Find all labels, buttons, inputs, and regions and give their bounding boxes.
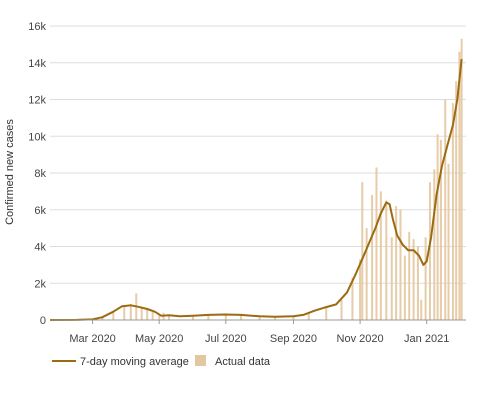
actual-data-bar [158, 315, 161, 320]
x-tick-label: May 2020 [135, 333, 183, 345]
y-tick-label: 12k [28, 95, 46, 107]
actual-data-bar [395, 206, 398, 320]
actual-data-bar [292, 315, 295, 320]
actual-data-bar [365, 228, 368, 320]
actual-data-bar [460, 38, 463, 321]
actual-data-bar [129, 304, 132, 320]
actual-data-bar [416, 246, 419, 320]
actual-data-bar [444, 99, 447, 320]
bar-layer [101, 38, 463, 321]
actual-data-bar [168, 315, 171, 320]
y-tick-label: 4k [34, 242, 46, 254]
actual-data-bar [112, 310, 115, 320]
actual-data-bar [146, 309, 149, 320]
y-tick-label: 6k [34, 205, 46, 217]
x-tick-label: Sep 2020 [270, 333, 317, 345]
actual-data-bar [224, 314, 227, 320]
actual-data-bar [359, 259, 362, 320]
actual-data-bar [351, 277, 354, 320]
y-axis-title: Confirmed new cases [4, 119, 16, 225]
actual-data-bar [151, 311, 154, 320]
y-tick-label: 14k [28, 58, 46, 70]
y-tick-label: 2k [34, 278, 46, 290]
actual-data-bar [412, 239, 415, 320]
actual-data-bar [458, 51, 461, 320]
legend-bar-label: Actual data [215, 356, 271, 368]
actual-data-bar [424, 237, 427, 320]
actual-data-bar [361, 182, 364, 320]
moving-average-line [49, 58, 463, 321]
legend: 7-day moving average Actual data [52, 355, 271, 368]
line-layer [49, 58, 463, 321]
x-tick-label: Jan 2021 [404, 333, 449, 345]
y-tick-label: 10k [28, 131, 46, 143]
actual-data-bar [207, 314, 210, 320]
actual-data-bar [379, 191, 382, 320]
actual-data-bar [433, 169, 436, 320]
actual-data-bar [403, 255, 406, 320]
actual-data-bar [371, 195, 374, 320]
actual-data-bar [101, 317, 104, 320]
actual-data-bar [420, 299, 423, 320]
y-tick-label: 16k [28, 21, 46, 33]
actual-data-bar [408, 231, 411, 320]
actual-data-bar [325, 306, 328, 320]
actual-data-bar [192, 315, 195, 320]
grid-layer [50, 25, 466, 321]
actual-data-bar [439, 139, 442, 320]
x-tick-label: Jul 2020 [205, 333, 247, 345]
axis-layer: 0 2k 4k 6k 8k 10k 12k 14k 16k Mar 2020 May 2020 Jul… [28, 21, 466, 345]
legend-line-label: 7-day moving average [80, 356, 189, 368]
y-tick-label: 8k [34, 168, 46, 180]
actual-data-bar [340, 299, 343, 320]
actual-data-bar [240, 314, 243, 320]
actual-data-bar [140, 307, 143, 320]
x-tick-label: Mar 2020 [69, 333, 115, 345]
actual-data-bar [455, 81, 458, 320]
x-tick-label: Nov 2020 [337, 333, 384, 345]
y-tick-label: 0 [40, 315, 46, 327]
actual-data-bar [399, 209, 402, 320]
actual-data-bar [428, 182, 431, 320]
actual-data-bar [436, 134, 439, 320]
actual-data-bar [123, 305, 126, 320]
actual-data-bar [385, 200, 388, 320]
actual-data-bar [307, 312, 310, 320]
actual-data-bar [447, 163, 450, 320]
actual-data-bar [390, 237, 393, 320]
actual-data-bar [451, 103, 454, 320]
legend-bar-swatch [195, 355, 206, 366]
actual-data-bar [273, 316, 276, 320]
actual-data-bar [258, 316, 261, 320]
actual-data-bar [375, 167, 378, 320]
